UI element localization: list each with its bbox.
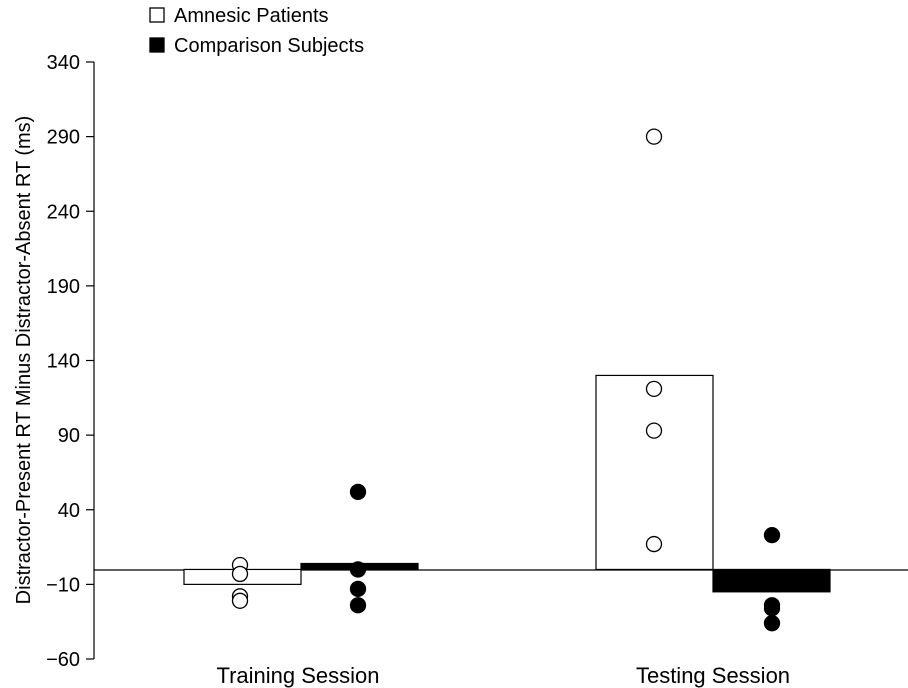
data-point <box>645 535 663 553</box>
data-point <box>763 615 781 632</box>
y-tick-label: −10 <box>46 574 80 596</box>
y-tick-label: 240 <box>47 201 80 223</box>
bars <box>183 374 831 593</box>
data-point <box>763 526 781 544</box>
bar <box>712 568 831 593</box>
y-tick-label: 40 <box>58 500 80 522</box>
data-point <box>645 128 663 145</box>
y-tick-label: 190 <box>47 276 80 298</box>
y-axis: 340 290 240 190 140 90 40 −10 −60 <box>46 52 95 671</box>
y-tick-label: −60 <box>46 649 80 671</box>
data-point <box>231 565 249 583</box>
legend-label-comparison: Comparison Subjects <box>174 35 364 57</box>
data-point <box>645 422 663 439</box>
legend-swatch-amnesic <box>149 7 165 23</box>
legend-label-amnesic: Amnesic Patients <box>174 5 329 27</box>
data-point <box>231 592 249 609</box>
data-point <box>349 561 367 578</box>
data-point <box>349 597 367 614</box>
data-point <box>349 483 367 500</box>
y-tick-label: 90 <box>58 425 80 447</box>
y-tick-label: 140 <box>47 351 80 373</box>
category-label-training: Training Session <box>216 663 379 688</box>
data-point <box>645 380 663 398</box>
category-label-testing: Testing Session <box>636 663 790 688</box>
y-ticks: 340 290 240 190 140 90 40 −10 −60 <box>46 52 94 671</box>
y-axis-title: Distractor-Present RT Minus Distractor-A… <box>13 116 35 605</box>
data-points <box>231 128 781 632</box>
data-point <box>349 580 367 598</box>
y-tick-label: 290 <box>47 127 80 149</box>
data-point <box>763 600 781 617</box>
y-tick-label: 340 <box>47 52 80 74</box>
legend: Amnesic Patients Comparison Subjects <box>149 5 364 57</box>
legend-swatch-comparison <box>149 37 165 53</box>
